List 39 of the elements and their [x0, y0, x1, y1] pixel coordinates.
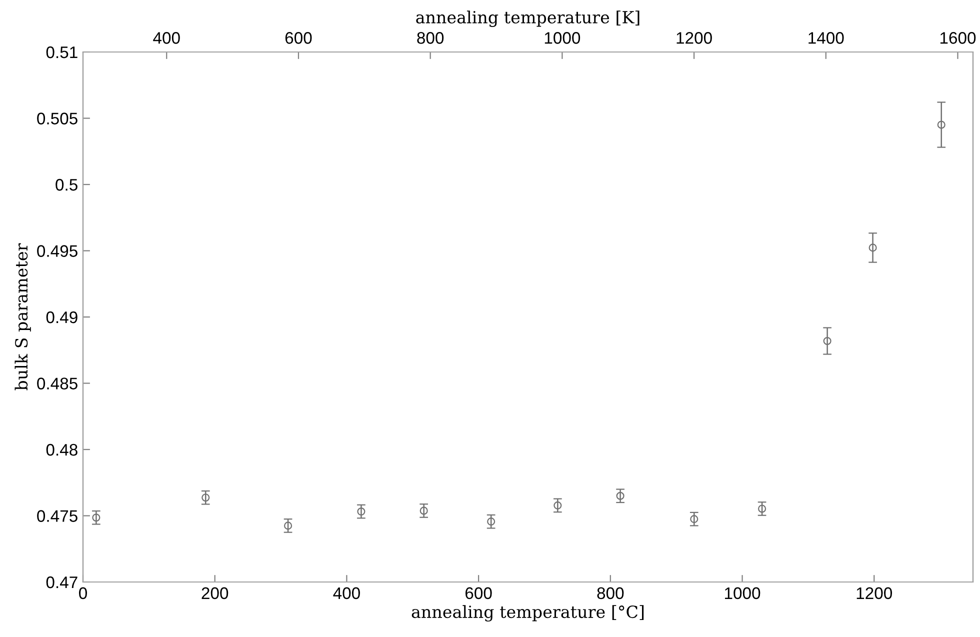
x-tick-label: 200 — [202, 587, 228, 600]
x2-tick-label: 1200 — [676, 32, 712, 44]
y-tick-label: 0.5 — [56, 178, 78, 191]
y-tick-label: 0.495 — [37, 245, 78, 257]
x2-tick-label: 800 — [417, 32, 444, 44]
x-tick-label: 0 — [79, 587, 87, 600]
y-tick-label: 0.51 — [46, 46, 78, 58]
point — [357, 507, 366, 516]
point — [202, 494, 210, 502]
point — [823, 336, 832, 346]
x-axis-title: annealing temperature [°C] — [412, 605, 644, 622]
y-axis-title: bulk S parameter — [14, 243, 31, 390]
point — [284, 522, 292, 530]
x2-tick-label: 600 — [285, 32, 312, 44]
x-tick-label: 1000 — [724, 587, 760, 600]
y-tick-label: 0.49 — [46, 311, 78, 324]
y-tick-label: 0.475 — [37, 510, 78, 522]
x-tick-label: 400 — [333, 587, 360, 600]
point — [758, 504, 766, 513]
point — [937, 120, 946, 129]
point — [487, 518, 496, 526]
y-tick-label: 0.47 — [46, 576, 78, 588]
y-tick-label: 0.505 — [37, 112, 78, 124]
point — [554, 501, 562, 510]
point — [690, 515, 698, 524]
x-tick-label: 600 — [466, 587, 492, 600]
point — [868, 244, 877, 252]
point — [420, 506, 428, 515]
point — [92, 514, 100, 522]
x2-tick-label: 400 — [153, 32, 180, 44]
x-tick-label: 1200 — [856, 587, 892, 600]
x2-axis-title: annealing temperature [K] — [416, 10, 640, 27]
y-tick-label: 0.485 — [37, 378, 78, 390]
y-tick-label: 0.48 — [46, 444, 78, 456]
x2-tick-label: 1400 — [808, 32, 844, 44]
x-tick-label: 800 — [597, 587, 624, 600]
x2-tick-label: 1600 — [940, 32, 976, 44]
x2-tick-label: 1000 — [544, 32, 580, 44]
point — [616, 492, 624, 500]
